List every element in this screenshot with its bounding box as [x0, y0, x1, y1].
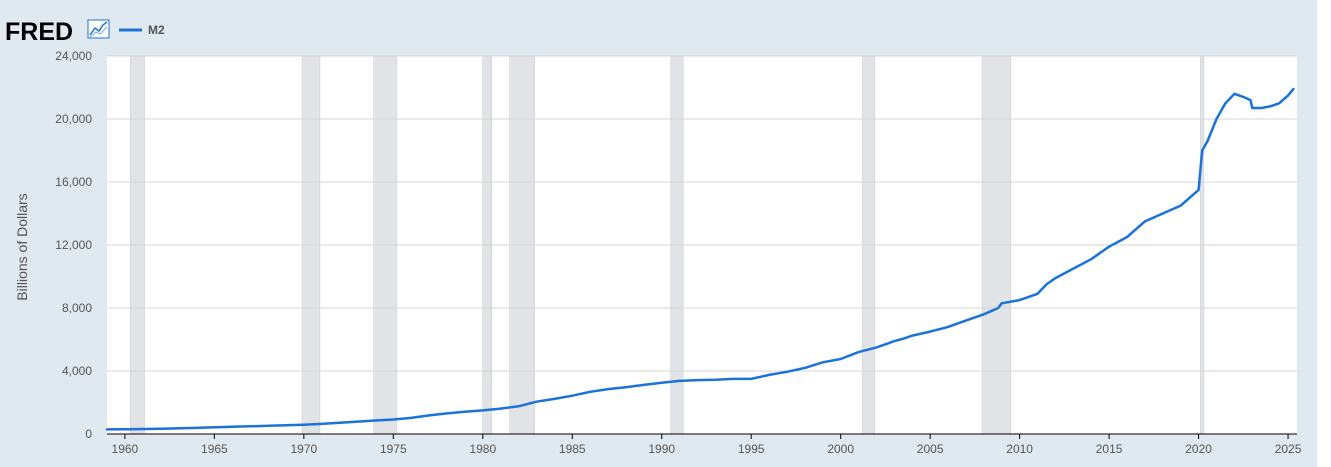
line-chart-icon[interactable]	[87, 19, 110, 39]
x-tick-label: 1980	[469, 442, 496, 456]
y-tick-label: 0	[85, 427, 92, 441]
series-line-m2[interactable]	[105, 87, 1295, 431]
x-tick-label: 1985	[559, 442, 586, 456]
x-tick-label: 1975	[380, 442, 407, 456]
x-tick-label: 2020	[1185, 442, 1212, 456]
x-tick-label: 1960	[112, 442, 139, 456]
fred-logo[interactable]: FRED	[5, 18, 73, 46]
x-tick-label: 2005	[917, 442, 944, 456]
x-tick-label: 2015	[1096, 442, 1123, 456]
x-tick-label: 1990	[648, 442, 675, 456]
x-tick-label: 1970	[290, 442, 317, 456]
x-tick-label: 1965	[201, 442, 228, 456]
y-tick-label: 20,000	[55, 112, 92, 126]
legend-label-m2[interactable]: M2	[148, 23, 165, 37]
y-tick-label: 24,000	[55, 49, 92, 63]
x-tick-label: 2000	[827, 442, 854, 456]
y-axis-title: Billions of Dollars	[14, 193, 30, 300]
x-tick-label: 1995	[738, 442, 765, 456]
grid-lines	[107, 55, 1297, 372]
series-layer	[105, 87, 1295, 431]
y-tick-label: 16,000	[55, 175, 92, 189]
y-tick-label: 4,000	[62, 364, 92, 378]
y-axis-ticks: 0 4,000 8,000 12,000 16,000 20,000 24,000	[55, 49, 92, 441]
x-tick-label: 2025	[1275, 442, 1302, 456]
x-axis-ticks: 1960 1965 1970 1975 1980 1985 1990 1995 2000 2005…	[112, 434, 1302, 456]
y-tick-label: 12,000	[55, 238, 92, 252]
x-tick-label: 2010	[1006, 442, 1033, 456]
y-tick-label: 8,000	[62, 301, 92, 315]
